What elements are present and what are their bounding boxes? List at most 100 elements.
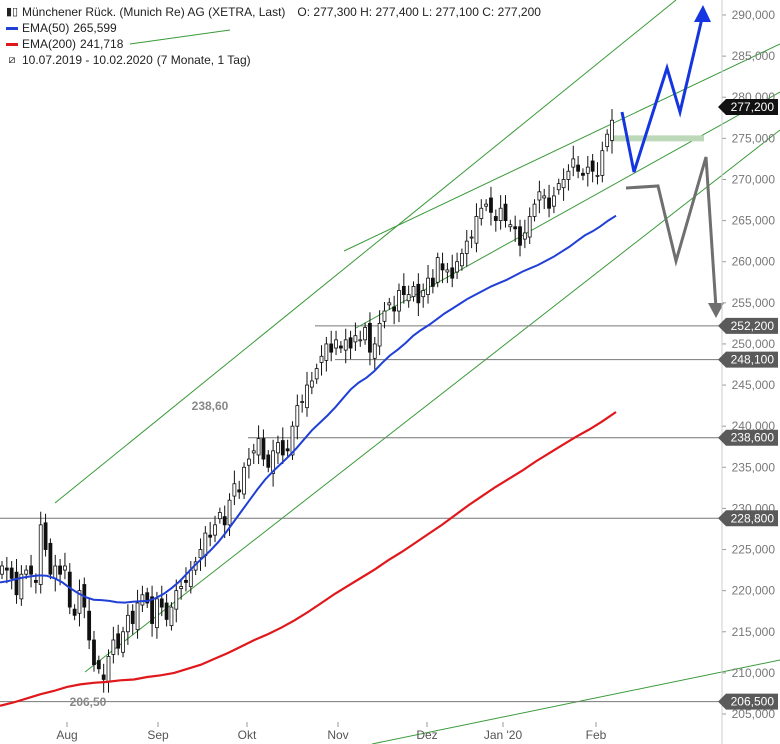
candle-body: [179, 586, 184, 589]
candle-body: [213, 524, 217, 536]
candle-body: [38, 524, 43, 585]
candle-body: [440, 263, 445, 271]
candle-body: [387, 302, 392, 306]
candlesticks: [0, 109, 614, 693]
last-price-label: 277,200: [731, 100, 775, 114]
x-tick-label: Aug: [56, 728, 77, 742]
candle-body: [256, 438, 261, 456]
x-tick-label: Okt: [238, 728, 257, 742]
candle-body: [377, 322, 382, 347]
candle-body: [508, 224, 513, 228]
level-price-label: 252,200: [731, 319, 775, 333]
candle-body: [116, 633, 121, 649]
candle-body: [222, 516, 227, 526]
y-tick-label: 220,000: [732, 584, 776, 598]
candle-body: [460, 253, 464, 267]
y-tick-label: 205,000: [732, 707, 776, 721]
x-tick-label: Jan '20: [484, 728, 523, 742]
candle-body: [280, 440, 285, 456]
y-axis: 290,000285,000280,000275,000270,000265,0…: [721, 0, 776, 744]
level-annotation: 206,50: [70, 695, 107, 709]
candle-body: [382, 310, 387, 322]
candle-body: [305, 384, 309, 409]
candle-body: [43, 522, 48, 550]
candle-body: [532, 203, 537, 217]
candle-body: [92, 639, 96, 666]
candle-body: [0, 565, 4, 575]
candle-body: [397, 290, 401, 312]
legend-ema50[interactable]: EMA(50) 265,599: [6, 20, 541, 36]
candle-body: [334, 339, 338, 349]
candle-body: [406, 294, 411, 302]
candle-body: [169, 606, 174, 626]
candle-body: [309, 380, 314, 388]
candle-body: [87, 610, 92, 641]
x-axis: Aug Sep Okt Nov Dez Jan '20 Feb: [56, 722, 607, 742]
level-price-label-bg: [718, 510, 778, 527]
candle-body: [493, 216, 498, 221]
level-price-label-bg: [718, 429, 778, 446]
y-tick-label: 265,000: [732, 214, 776, 228]
y-tick-label: 240,000: [732, 419, 776, 433]
candle-body: [552, 195, 556, 207]
candle-body: [590, 160, 595, 172]
candle-body: [363, 327, 367, 341]
candle-body: [53, 565, 58, 579]
y-tick-label: 285,000: [732, 49, 776, 63]
candle-body: [232, 483, 237, 497]
trend-line: [129, 29, 231, 45]
candle-body: [227, 499, 232, 526]
legend-ema200[interactable]: EMA(200) 241,718: [6, 36, 541, 52]
candle-body: [72, 608, 77, 616]
trend-line: [84, 129, 780, 673]
candle-body: [203, 532, 208, 557]
candle-body: [130, 610, 135, 624]
candle-body: [348, 337, 353, 349]
candle-body: [605, 133, 610, 147]
candle-body: [498, 207, 503, 221]
candle-body: [416, 283, 421, 304]
candle-body: [556, 183, 561, 191]
candle-body: [479, 207, 484, 219]
level-price-label: 238,600: [731, 431, 775, 445]
candle-body: [392, 306, 397, 312]
candle-body: [537, 191, 542, 201]
legend-title-row: ▮▯ Münchener Rück. (Munich Re) AG (XETRA…: [6, 4, 541, 20]
candle-body: [290, 425, 295, 456]
candle-body: [430, 277, 435, 287]
candlestick-icon: ▮▯: [6, 6, 19, 18]
candle-body: [338, 345, 343, 349]
period-text: (7 Monate, 1 Tag): [156, 53, 251, 67]
candle-body: [285, 448, 290, 452]
candle-body: [503, 203, 508, 221]
candle-body: [251, 450, 256, 454]
candle-body: [58, 565, 62, 575]
candle-body: [150, 596, 154, 624]
y-tick-label: 270,000: [732, 172, 776, 186]
level-price-label: 248,100: [731, 353, 775, 367]
ema50-label: EMA(50): [22, 21, 70, 35]
ema50-swatch: [6, 26, 18, 30]
chart-legend: ▮▯ Münchener Rück. (Munich Re) AG (XETRA…: [6, 4, 541, 68]
candle-body: [595, 174, 600, 177]
candle-body: [518, 226, 522, 246]
candle-body: [33, 579, 38, 583]
candle-body: [271, 450, 276, 474]
x-tick-label: Nov: [327, 728, 348, 742]
candle-body: [547, 197, 551, 209]
candle-body: [576, 164, 581, 172]
bearish-projection: [625, 156, 718, 309]
bullish-arrowhead: [694, 5, 711, 22]
time-range-icon: ⧄: [8, 54, 16, 66]
candle-body: [217, 512, 222, 520]
candle-body: [324, 343, 329, 361]
level-price-label-bg: [718, 351, 778, 368]
candle-body: [14, 571, 19, 596]
ema200-swatch: [6, 42, 18, 46]
y-tick-label: 225,000: [732, 543, 776, 557]
level-price-label-bg: [718, 317, 778, 334]
legend-title: Münchener Rück. (Munich Re) AG (XETRA, L…: [22, 5, 286, 19]
candle-body: [581, 172, 585, 176]
candle-body: [96, 660, 101, 670]
